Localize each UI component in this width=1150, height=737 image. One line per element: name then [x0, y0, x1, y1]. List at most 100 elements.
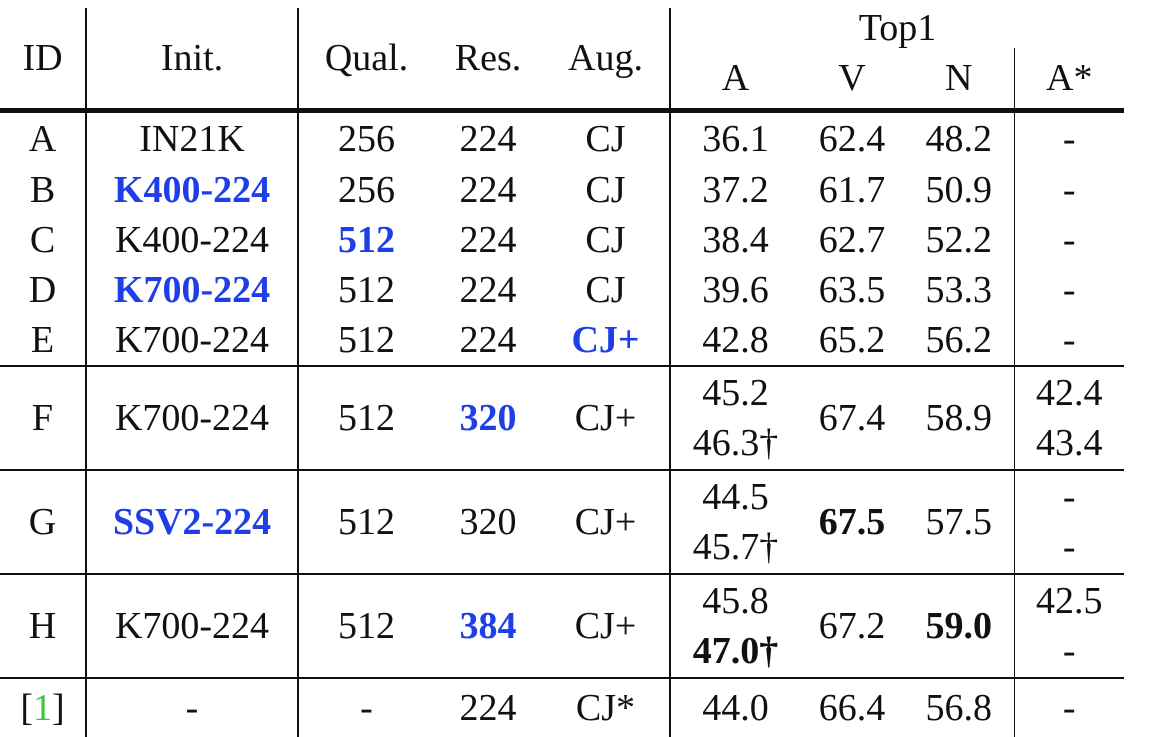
cell-v: 67.5: [800, 469, 904, 574]
cell-a-value-dagger: 45.7†: [692, 526, 779, 568]
header-n: N: [945, 57, 973, 99]
cell-res: 224: [459, 219, 517, 261]
table-row: [1] - - 224 CJ* 44.0 66.4 56.8 -: [0, 677, 1124, 737]
cell-res: 320: [434, 365, 542, 470]
cell-qual: 512: [297, 365, 434, 470]
cell-qual: 512: [297, 315, 434, 366]
cell-aug: CJ: [585, 219, 626, 261]
table-row: F K700-224 512 320 CJ+ 45.2 46.3† 67.4 5…: [0, 365, 1124, 470]
citation-close-bracket: ]: [52, 687, 65, 729]
cell-id: E: [30, 319, 55, 361]
cell-a-star-value-2: -: [1062, 526, 1076, 568]
header-res: Res.: [454, 37, 522, 79]
cell-a: 45.2 46.3†: [669, 365, 800, 470]
cell-a-value-dagger: 46.3†: [692, 422, 779, 464]
cell-a: 39.6: [669, 265, 800, 315]
cell-a-value: 45.2: [702, 372, 769, 414]
cell-n: 56.2: [925, 319, 993, 361]
cell-a-value-dagger: 47.0†: [692, 630, 779, 672]
cell-id: C: [29, 219, 56, 261]
header-v: V: [838, 57, 866, 99]
cell-n: 58.9: [904, 365, 1014, 470]
table-row: H K700-224 512 384 CJ+ 45.8 47.0† 67.2 5…: [0, 573, 1124, 678]
cell-a: 44.5 45.7†: [669, 469, 800, 574]
cell-init: -: [85, 677, 298, 737]
cell-id: B: [29, 169, 56, 211]
cell-aug: CJ: [542, 108, 670, 165]
cell-a: 44.0: [669, 677, 800, 737]
header-id: ID: [22, 37, 63, 79]
cell-a: 42.8: [669, 315, 800, 366]
cell-v: 65.2: [818, 319, 886, 361]
cell-init: K400-224: [85, 165, 298, 215]
cell-a-value: 44.5: [702, 476, 769, 518]
cell-qual: 512: [297, 469, 434, 574]
cell-n: 48.2: [904, 108, 1014, 165]
cell-a-star: -: [1013, 265, 1124, 315]
cell-v: 66.4: [800, 677, 904, 737]
cell-a-star: -: [1013, 677, 1124, 737]
cell-res: 224: [434, 677, 542, 737]
cell-n: 57.5: [904, 469, 1014, 574]
cell-aug: CJ+: [542, 365, 670, 470]
cell-aug: CJ+: [542, 573, 670, 678]
cell-a-star: - -: [1013, 469, 1124, 574]
table-row: G SSV2-224 512 320 CJ+ 44.5 45.7† 67.5 5…: [0, 469, 1124, 574]
cell-n: 50.9: [925, 169, 993, 211]
table-row: A IN21K 256 224 CJ 36.1 62.4 48.2 -: [0, 108, 1124, 165]
cell-a-value: 45.8: [702, 580, 769, 622]
cell-qual: 512: [297, 573, 434, 678]
cell-qual: 512: [297, 265, 434, 315]
header-a: A: [669, 48, 800, 111]
citation-open-bracket: [: [20, 687, 33, 729]
cell-init: K700-224: [85, 315, 298, 366]
citation-link[interactable]: 1: [33, 687, 52, 729]
cell-n: 56.8: [904, 677, 1014, 737]
table-row: E K700-224 512 224 CJ+ 42.8 65.2 56.2 -: [0, 315, 1124, 366]
cell-id: A: [0, 108, 86, 165]
cell-v: 61.7: [818, 169, 886, 211]
cell-v: 63.5: [818, 269, 886, 311]
cell-a: 37.2: [669, 165, 800, 215]
cell-v: 67.2: [800, 573, 904, 678]
cell-a-star-value-2: 43.4: [1036, 422, 1103, 464]
header-row-2: A V N A*: [0, 48, 1124, 111]
cell-init: K400-224: [85, 215, 298, 265]
cell-init: K700-224: [85, 365, 298, 470]
table-row: B K400-224 256 224 CJ 37.2 61.7 50.9 -: [0, 165, 1124, 215]
cell-a-star: -: [1013, 108, 1124, 165]
cell-aug: CJ: [585, 169, 626, 211]
cell-init: SSV2-224: [85, 469, 298, 574]
cell-id: G: [0, 469, 86, 574]
cell-id: F: [0, 365, 86, 470]
cell-qual: 256: [297, 108, 434, 165]
cell-a-star-value-2: -: [1062, 630, 1076, 672]
cell-a: 36.1: [669, 108, 800, 165]
cell-a-star: 42.5 -: [1013, 573, 1124, 678]
cell-qual: -: [297, 677, 434, 737]
cell-res: 224: [459, 319, 517, 361]
cell-a-star-value: -: [1062, 476, 1076, 518]
cell-id: H: [0, 573, 86, 678]
cell-a-star: -: [1013, 165, 1124, 215]
header-qual: Qual.: [297, 8, 434, 111]
table-row: C K400-224 512 224 CJ 38.4 62.7 52.2 -: [0, 215, 1124, 265]
header-top1: Top1: [669, 8, 1124, 48]
header-a-star: A*: [1013, 48, 1124, 111]
cell-a-star: -: [1013, 315, 1124, 366]
cell-a-star: -: [1013, 215, 1124, 265]
cell-aug: CJ+: [542, 469, 670, 574]
cell-aug: CJ*: [542, 677, 670, 737]
cell-a-star-value: 42.5: [1036, 580, 1103, 622]
cell-qual: 256: [297, 165, 434, 215]
table-row: D K700-224 512 224 CJ 39.6 63.5 53.3 -: [0, 265, 1124, 315]
cell-a-star-value: 42.4: [1036, 372, 1103, 414]
cell-res: 384: [434, 573, 542, 678]
cell-res: 224: [434, 108, 542, 165]
cell-a: 45.8 47.0†: [669, 573, 800, 678]
cell-v: 62.4: [800, 108, 904, 165]
cell-res: 224: [459, 169, 517, 211]
cell-n: 59.0: [904, 573, 1014, 678]
cell-a-star: 42.4 43.4: [1013, 365, 1124, 470]
